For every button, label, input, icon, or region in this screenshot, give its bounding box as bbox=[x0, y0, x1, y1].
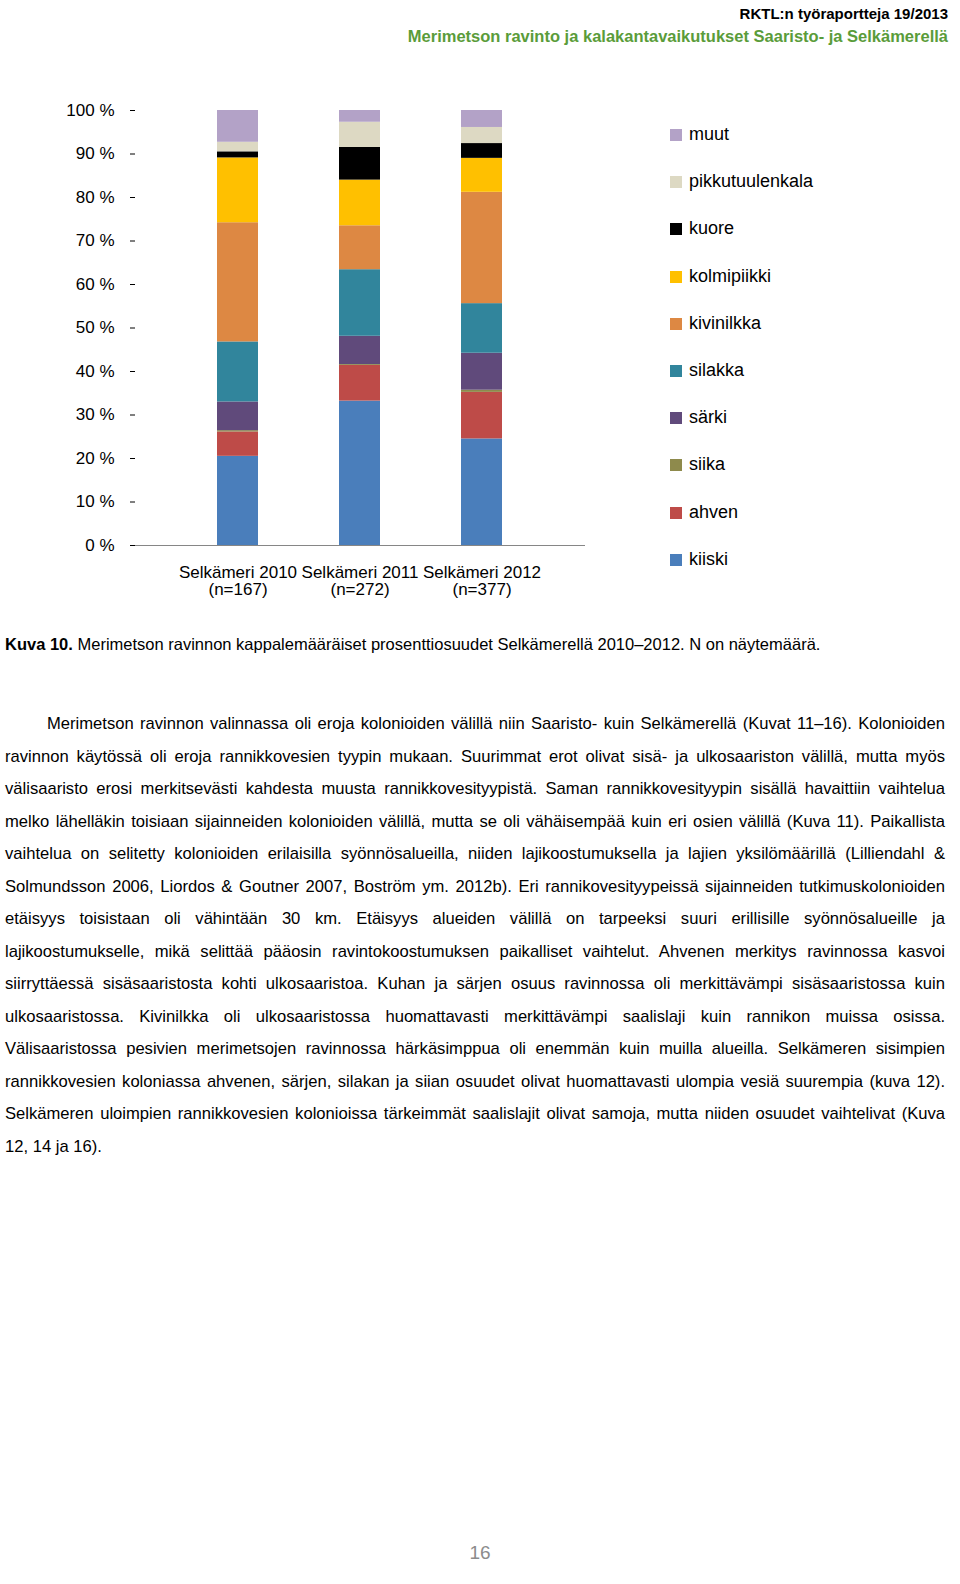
html-text:silakka: silakka bbox=[689, 359, 744, 380]
svg-text:100 %: 100 % bbox=[66, 101, 114, 120]
svg-text:0 %: 0 % bbox=[85, 536, 114, 555]
html-text:16: 16 bbox=[469, 1542, 491, 1563]
svg-text:20 %: 20 % bbox=[76, 449, 115, 468]
svg-text:50 %: 50 % bbox=[76, 318, 115, 337]
svg-text:Selkämeri 2011(n=272): Selkämeri 2011(n=272) bbox=[302, 563, 419, 599]
html-text:pikkutuulenkala: pikkutuulenkala bbox=[689, 171, 814, 192]
html-text:Merimetson ravinnon valinnassa: Merimetson ravinnon valinnassa oli eroja… bbox=[5, 714, 945, 1156]
html-text:kolmipiikki: kolmipiikki bbox=[689, 265, 771, 286]
svg-text:30 %: 30 % bbox=[76, 405, 115, 424]
html-text:Kuva 10. Merimetson ravinnon k: Kuva 10. Merimetson ravinnon kappalemäär… bbox=[5, 635, 821, 653]
html-text:kivinilkka: kivinilkka bbox=[689, 312, 761, 333]
html-text:Merimetson ravinto ja kalakant: Merimetson ravinto ja kalakantavaikutuks… bbox=[407, 27, 948, 45]
svg-text:60 %: 60 % bbox=[76, 275, 115, 294]
html-text:kiiski: kiiski bbox=[689, 548, 728, 569]
svg-text:10 %: 10 % bbox=[76, 492, 115, 511]
html-text:ahven: ahven bbox=[689, 501, 738, 522]
html-text:siika: siika bbox=[689, 454, 725, 475]
svg-text:90 %: 90 % bbox=[76, 144, 115, 163]
svg-text:70 %: 70 % bbox=[76, 231, 115, 250]
svg-text:Selkämeri 2012(n=377): Selkämeri 2012(n=377) bbox=[423, 563, 541, 599]
html-text:RKTL:n työraportteja 19/2013: RKTL:n työraportteja 19/2013 bbox=[739, 5, 948, 22]
svg-text:80 %: 80 % bbox=[76, 188, 115, 207]
html-text:muut: muut bbox=[689, 124, 729, 144]
html-text:kuore: kuore bbox=[689, 218, 734, 239]
svg-text:Selkämeri 2010(n=167): Selkämeri 2010(n=167) bbox=[179, 563, 297, 599]
html-text:särki: särki bbox=[689, 407, 727, 428]
svg-text:40 %: 40 % bbox=[76, 362, 115, 381]
